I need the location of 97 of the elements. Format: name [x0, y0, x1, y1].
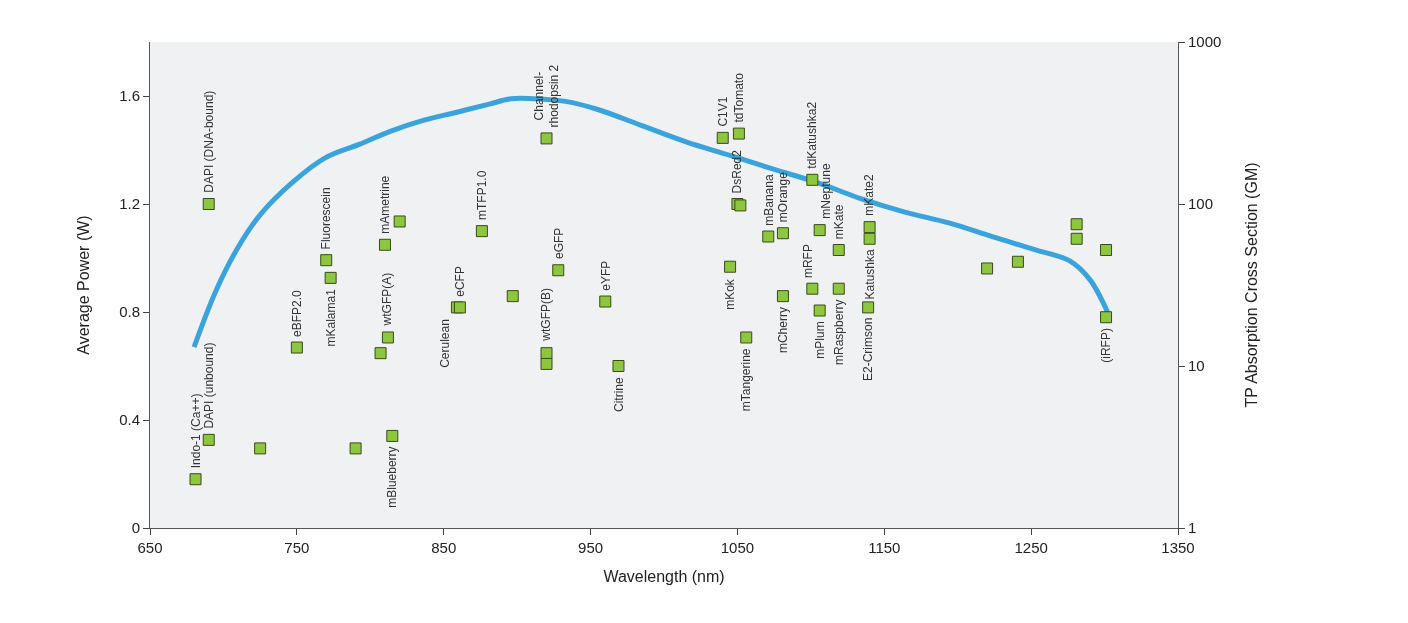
point — [1100, 311, 1113, 324]
point — [612, 360, 625, 372]
y2-axis-title: TP Absorption Cross Section (GM) — [1243, 162, 1261, 408]
point — [349, 442, 362, 455]
data-label: Cerulean — [438, 319, 453, 368]
x-tick-label: 650 — [137, 539, 163, 556]
point — [599, 295, 612, 308]
y-tick-label: 0.4 — [119, 411, 140, 429]
point — [813, 224, 826, 237]
data-label: mKate — [832, 204, 847, 240]
point — [386, 429, 399, 442]
y2-tick-label: 100 — [1188, 195, 1214, 213]
point — [475, 225, 488, 238]
point — [202, 198, 215, 210]
data-label: eGFP — [551, 227, 566, 260]
data-label: wtGFP(B) — [539, 288, 554, 342]
point — [1100, 244, 1113, 257]
data-label: mRaspberry — [831, 299, 846, 365]
point — [981, 262, 994, 275]
point — [832, 282, 845, 295]
point — [762, 230, 775, 243]
x-tick-label: 1050 — [720, 539, 755, 556]
data-label: Indo-1 (Ca++) — [188, 393, 203, 469]
point — [1011, 255, 1024, 268]
point — [552, 264, 565, 277]
point — [506, 290, 519, 303]
point — [776, 227, 789, 240]
point — [320, 254, 333, 267]
point — [776, 290, 789, 303]
point — [862, 301, 875, 314]
point — [202, 433, 215, 446]
data-label: Katushka — [862, 249, 877, 300]
point — [813, 304, 826, 317]
data-label: E2-Crimson — [861, 317, 876, 382]
data-label: DsRed2 — [730, 149, 745, 194]
y2-tick-label: 1 — [1188, 519, 1197, 537]
data-label: mCherry — [775, 307, 790, 354]
x-tick-label: 1350 — [1161, 539, 1195, 556]
point — [381, 331, 394, 344]
x-tick-label: 1150 — [868, 539, 901, 556]
point — [393, 215, 406, 228]
data-label: tdKatushka2 — [805, 101, 819, 169]
point — [863, 232, 876, 245]
data-label: eCFP — [452, 266, 467, 297]
x-tick-label: 850 — [431, 539, 457, 556]
point — [378, 238, 391, 251]
data-label: (iRFP) — [1099, 328, 1114, 363]
point — [806, 173, 819, 186]
x-tick-label: 950 — [578, 539, 604, 556]
y-tick-label: 1.6 — [119, 87, 140, 105]
data-label: Channel- rhodopsin 2 — [531, 64, 562, 128]
y-tick-label: 1.2 — [119, 195, 140, 213]
data-label: mNeptune — [818, 163, 833, 219]
data-label: Fluorescein — [319, 187, 334, 250]
data-label: mBlueberry — [384, 446, 399, 508]
point — [832, 244, 845, 257]
data-label: Citrine — [611, 376, 626, 412]
point — [374, 347, 387, 360]
point — [540, 132, 553, 145]
y2-tick-label: 10 — [1188, 357, 1205, 375]
data-label: tdTomato — [732, 72, 747, 123]
x-axis-title: Wavelength (nm) — [603, 567, 725, 585]
point — [540, 357, 553, 370]
x-tick-label: 750 — [284, 539, 310, 556]
data-label: mAmetrine — [378, 175, 393, 234]
point — [724, 260, 737, 273]
data-label: wtGFP(A) — [380, 272, 395, 327]
y-tick-label: 0.8 — [119, 303, 140, 321]
data-label: eBFP2.0 — [289, 289, 304, 337]
data-label: mTangerine — [739, 348, 754, 412]
data-label: C1V1 — [715, 96, 730, 127]
point — [1070, 218, 1083, 231]
x-tick-label: 1250 — [1014, 539, 1048, 556]
data-label: mKalama1 — [323, 288, 338, 347]
point — [254, 442, 267, 455]
data-label: DAPI (DNA-bound) — [201, 90, 216, 193]
point — [740, 331, 753, 344]
point — [290, 341, 303, 354]
point — [189, 473, 202, 486]
y-tick-label: 0 — [131, 519, 140, 537]
y-axis-title: Average Power (W) — [75, 215, 93, 355]
data-label: mOrange — [775, 171, 790, 223]
data-label: mTFP1.0 — [474, 170, 489, 221]
data-label: mPlum — [812, 321, 827, 359]
y2-tick-label: 1000 — [1188, 33, 1222, 51]
data-label: mKate2 — [862, 174, 877, 216]
point — [732, 127, 745, 140]
point — [324, 271, 337, 284]
point — [540, 347, 553, 360]
data-label: mRFP — [800, 244, 815, 279]
point — [863, 221, 876, 234]
point — [1070, 232, 1083, 245]
data-label: mBanana — [761, 174, 776, 226]
data-label: mKok — [723, 278, 738, 310]
point — [716, 131, 729, 144]
point — [806, 282, 819, 295]
data-label: eYFP — [598, 260, 613, 291]
